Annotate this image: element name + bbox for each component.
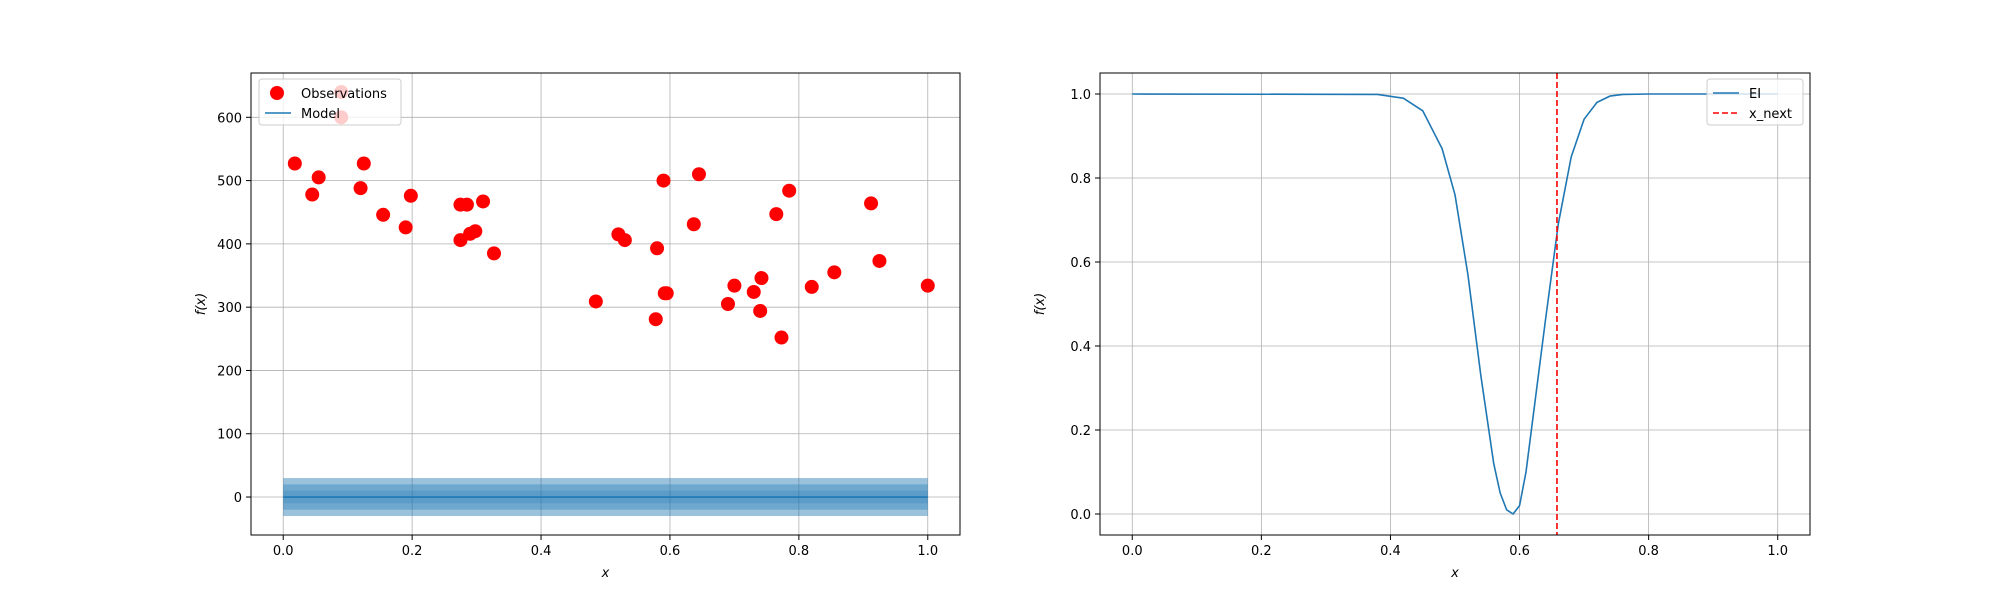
observation-point <box>476 194 491 209</box>
observation-point <box>872 253 887 268</box>
x-tick-label: 0.2 <box>402 544 423 559</box>
chart-panel-right: 0.0 0.2 0.4 0.6 0.8 1.0 0.0 0.2 0.4 0.6 0.8 1.0 x f(x… <box>1033 72 1811 581</box>
series-group <box>1132 73 1778 535</box>
x-tick-label: 0.6 <box>1509 544 1530 559</box>
observation-point <box>650 241 665 256</box>
observation-point <box>920 278 935 293</box>
legend: EI x_next <box>1706 78 1804 126</box>
observation-point <box>353 181 368 196</box>
x-tick-label: 0.8 <box>789 544 810 559</box>
legend-marker-observations <box>270 86 284 100</box>
observation-point <box>720 297 735 311</box>
y-axis-label: f(x) <box>1033 293 1048 315</box>
y-tick-label: 500 <box>217 175 242 190</box>
observation-point <box>727 278 742 293</box>
observation-point <box>617 233 632 248</box>
observation-point <box>398 220 413 235</box>
observation-point <box>648 312 663 327</box>
y-tick-label: 0.6 <box>1070 256 1091 271</box>
observation-point <box>686 217 701 232</box>
y-tick-label: 600 <box>217 111 242 126</box>
observation-point <box>468 224 483 239</box>
observation-point <box>754 271 769 286</box>
observation-point <box>311 170 326 185</box>
y-tick-label: 0 <box>234 491 242 506</box>
observation-point <box>403 188 418 203</box>
y-tick-label: 0.8 <box>1070 172 1091 187</box>
series-line-ei <box>1132 93 1778 515</box>
observation-point <box>691 167 706 182</box>
chart-panel-left: 0.0 0.2 0.4 0.6 0.8 1.0 0 100 200 300 400 500 600 x f(… <box>194 72 961 581</box>
observation-point <box>769 207 784 222</box>
legend: Observations Model <box>258 78 402 126</box>
observation-point <box>376 207 391 222</box>
observation-point <box>864 196 879 211</box>
y-tick-label: 400 <box>217 238 242 253</box>
observation-point <box>656 173 671 188</box>
x-tick-label: 0.4 <box>1380 544 1401 559</box>
observation-point <box>659 286 674 301</box>
observation-point <box>459 197 474 212</box>
observation-point <box>782 183 797 198</box>
x-tick-label: 1.0 <box>1767 544 1788 559</box>
y-tick-label: 300 <box>217 301 242 316</box>
x-axis-label: x <box>601 566 610 581</box>
observation-point <box>305 187 320 202</box>
y-tick-label: 1.0 <box>1070 88 1091 103</box>
observation-point <box>588 294 603 309</box>
observation-point <box>753 303 768 318</box>
series-group <box>283 84 935 517</box>
axes-frame <box>250 72 961 536</box>
y-tick-label: 0.4 <box>1070 340 1091 355</box>
x-tick-label: 0.8 <box>1638 544 1659 559</box>
legend-label-ei: EI <box>1749 87 1761 102</box>
observation-point <box>356 156 371 171</box>
observation-point <box>804 279 819 294</box>
x-tick-label: 0.4 <box>531 544 552 559</box>
x-axis-label: x <box>1450 566 1459 581</box>
observation-point <box>774 330 789 345</box>
legend-label-observations: Observations <box>301 87 387 102</box>
y-tick-label: 200 <box>217 364 242 379</box>
observation-point <box>746 284 761 299</box>
x-tick-label: 0.0 <box>273 544 294 559</box>
y-tick-label: 0.0 <box>1070 508 1091 523</box>
x-tick-label: 0.6 <box>660 544 681 559</box>
axes-frame <box>1099 72 1811 536</box>
legend-box <box>258 78 402 126</box>
x-tick-label: 1.0 <box>917 544 938 559</box>
y-tick-label: 0.2 <box>1070 424 1091 439</box>
y-tick-label: 100 <box>217 428 242 443</box>
observation-point <box>827 265 842 280</box>
observation-point <box>486 246 501 261</box>
observation-point <box>287 156 302 171</box>
legend-label-model: Model <box>301 107 340 122</box>
x-tick-label: 0.2 <box>1251 544 1272 559</box>
x-tick-label: 0.0 <box>1122 544 1143 559</box>
legend-label-x-next: x_next <box>1749 107 1792 122</box>
y-axis-label: f(x) <box>194 293 209 315</box>
